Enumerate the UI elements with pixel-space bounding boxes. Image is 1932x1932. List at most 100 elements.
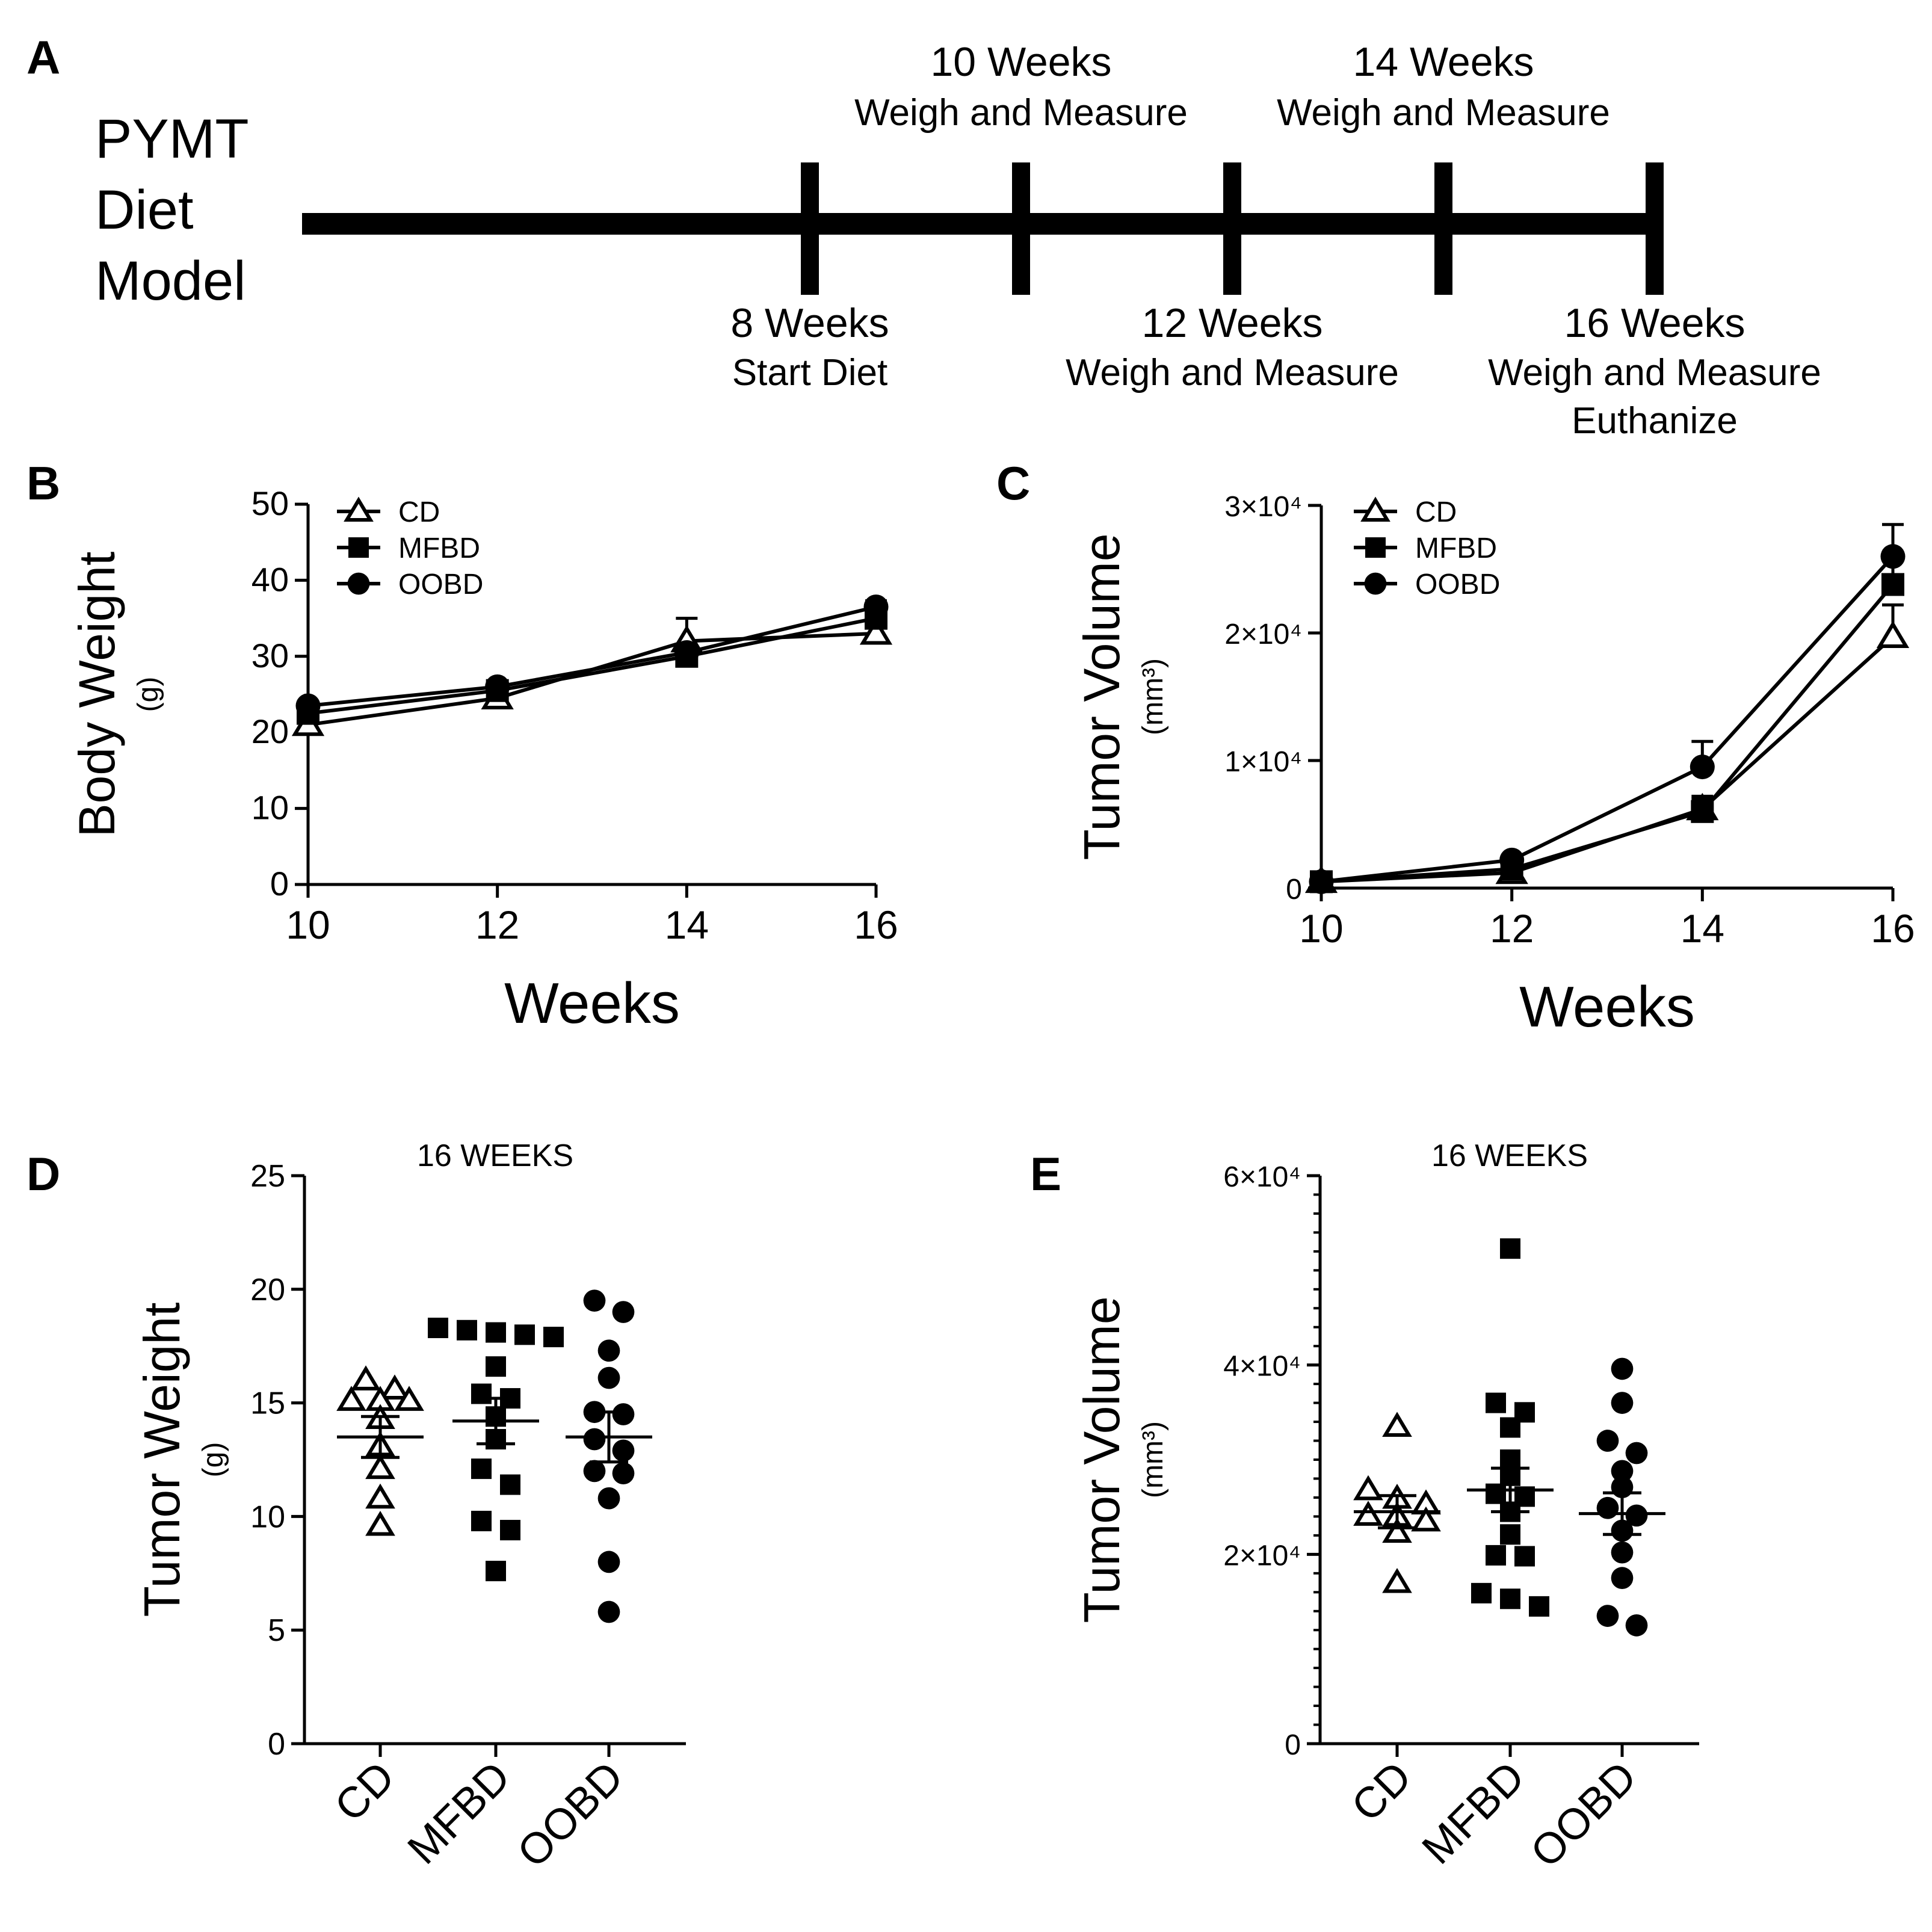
- data-point-mfbd: [1529, 1596, 1549, 1617]
- data-point-oobd: [1611, 1460, 1634, 1483]
- x-axis-label: Weeks: [1519, 975, 1695, 1039]
- legend-label-mfbd: MFBD: [398, 532, 480, 564]
- data-point-oobd: [597, 1551, 620, 1573]
- y-axis-unit: (g): [197, 1442, 229, 1478]
- legend-marker-cd: [344, 496, 374, 522]
- legend-marker-mfbd: [1365, 537, 1386, 558]
- data-point-oobd: [583, 1428, 606, 1451]
- timeline-sublabel-week-10: Weigh and Measure: [854, 92, 1188, 134]
- legend-marker-oobd: [347, 572, 370, 595]
- data-point-cd: [336, 1386, 366, 1411]
- timeline-label-week-8: 8 Weeks: [730, 300, 889, 346]
- data-point-cd: [380, 1374, 410, 1400]
- data-point-cd: [1876, 620, 1910, 649]
- data-point-mfbd: [1471, 1582, 1492, 1603]
- series-line-mfbd: [307, 616, 877, 715]
- tumor-volume-scatter: E 0 2×10⁴ 4×10⁴ 6×10⁴ 16 WEEKS Tumor Volume (m…: [1030, 1138, 1699, 1877]
- data-point-oobd: [485, 674, 510, 699]
- y-tick-label: 10: [250, 1499, 285, 1534]
- timeline-model-line-2: Diet: [95, 179, 194, 241]
- y-tick-label: 4×10⁴: [1223, 1351, 1301, 1383]
- panel-label-d: D: [26, 1147, 60, 1200]
- y-tick-label: 0: [1285, 1729, 1301, 1761]
- tumor-weight-scatter: D 0 5 10 15 20 25 16 WEEKS Tumor Weight (g) CDMFB…: [26, 1138, 686, 1877]
- series-line-cd: [307, 631, 877, 727]
- legend-label-oobd: OOBD: [1415, 569, 1500, 600]
- x-tick-label: 14: [1680, 906, 1724, 951]
- y-tick-label: 1×10⁴: [1224, 746, 1302, 778]
- data-point-oobd: [612, 1301, 635, 1323]
- y-axis-label: Tumor Weight: [134, 1303, 190, 1617]
- data-point-oobd: [1611, 1567, 1634, 1590]
- y-tick-label: 10: [252, 789, 289, 827]
- data-point-mfbd: [1486, 1483, 1506, 1504]
- series-line-cd: [1321, 635, 1895, 884]
- y-axis-unit: (mm³): [1137, 1421, 1169, 1498]
- legend-label-cd: CD: [398, 496, 440, 528]
- legend-marker-cd: [1360, 496, 1390, 522]
- y-axis-label: Tumor Volume: [1073, 1296, 1130, 1623]
- y-tick-label: 40: [252, 560, 289, 598]
- legend-marker-oobd: [1364, 572, 1387, 595]
- y-tick-label: 2×10⁴: [1223, 1540, 1301, 1572]
- y-axis-unit: (mm³): [1137, 658, 1169, 735]
- y-axis-label: Tumor Volume: [1073, 533, 1130, 860]
- data-point-oobd: [612, 1403, 635, 1425]
- timeline-ticks: [801, 162, 1664, 295]
- y-tick-label: 30: [252, 637, 289, 674]
- legend-marker-mfbd: [348, 537, 369, 558]
- data-point-mfbd: [457, 1319, 477, 1341]
- y-tick-label: 6×10⁴: [1223, 1161, 1301, 1193]
- x-tick-label-mfbd: MFBD: [399, 1753, 520, 1874]
- timeline-label-week-10: 10 Weeks: [930, 39, 1111, 85]
- data-point-oobd: [1625, 1442, 1648, 1464]
- x-tick-label-mfbd: MFBD: [1413, 1753, 1534, 1874]
- y-tick-label: 0: [268, 1727, 285, 1762]
- x-tick-label: 12: [1490, 906, 1534, 951]
- x-tick-label: 14: [665, 903, 709, 947]
- data-point-oobd: [583, 1289, 606, 1312]
- data-point-mfbd: [1500, 1417, 1520, 1438]
- timeline-model-line-1: PYMT: [95, 108, 249, 170]
- x-tick-label-cd: CD: [1342, 1753, 1421, 1831]
- series-line-oobd: [307, 605, 877, 708]
- y-tick-label: 3×10⁴: [1224, 491, 1302, 523]
- series-line-mfbd: [1321, 583, 1895, 884]
- legend-label-cd: CD: [1415, 496, 1457, 528]
- data-point-mfbd: [500, 1520, 520, 1541]
- x-tick-label: 10: [286, 903, 330, 947]
- data-point-cd: [1353, 1501, 1383, 1526]
- data-point-oobd: [295, 693, 321, 718]
- data-point-cd: [1382, 1567, 1412, 1593]
- data-point-cd: [859, 617, 893, 645]
- data-point-mfbd: [1500, 1588, 1520, 1609]
- y-tick-label: 0: [270, 865, 289, 903]
- timeline-sublabel-week-12: Weigh and Measure: [1066, 352, 1399, 393]
- data-point-mfbd: [471, 1510, 492, 1531]
- panel-label-b: B: [26, 457, 60, 510]
- data-point-mfbd: [1486, 1392, 1506, 1413]
- x-tick-label-cd: CD: [326, 1753, 404, 1831]
- chart-title: 16 WEEKS: [417, 1138, 573, 1173]
- series-line-oobd: [1321, 555, 1895, 884]
- y-tick-label: 15: [250, 1386, 285, 1421]
- timeline-sublabel-week-8: Start Diet: [732, 352, 887, 393]
- data-point-mfbd: [1691, 800, 1714, 823]
- y-tick-label: 25: [250, 1159, 285, 1194]
- data-point-mfbd: [471, 1458, 492, 1480]
- data-point-mfbd: [486, 1561, 506, 1582]
- timeline-labels: 10 Weeks Weigh and Measure 14 Weeks Weigh a…: [730, 39, 1821, 442]
- data-point-mfbd: [486, 1322, 506, 1343]
- y-tick-label: 2×10⁴: [1224, 619, 1302, 650]
- x-tick-label: 16: [854, 903, 898, 947]
- timeline-sublabel2-week-16: Euthanize: [1572, 400, 1738, 442]
- panel-label-a: A: [26, 31, 60, 84]
- y-tick-label: 50: [252, 484, 289, 522]
- data-point-oobd: [597, 1339, 620, 1362]
- data-point-cd: [351, 1365, 381, 1390]
- timeline-sublabel-week-14: Weigh and Measure: [1277, 92, 1610, 134]
- timeline-label-week-12: 12 Weeks: [1141, 300, 1322, 346]
- data-point-oobd: [863, 594, 889, 620]
